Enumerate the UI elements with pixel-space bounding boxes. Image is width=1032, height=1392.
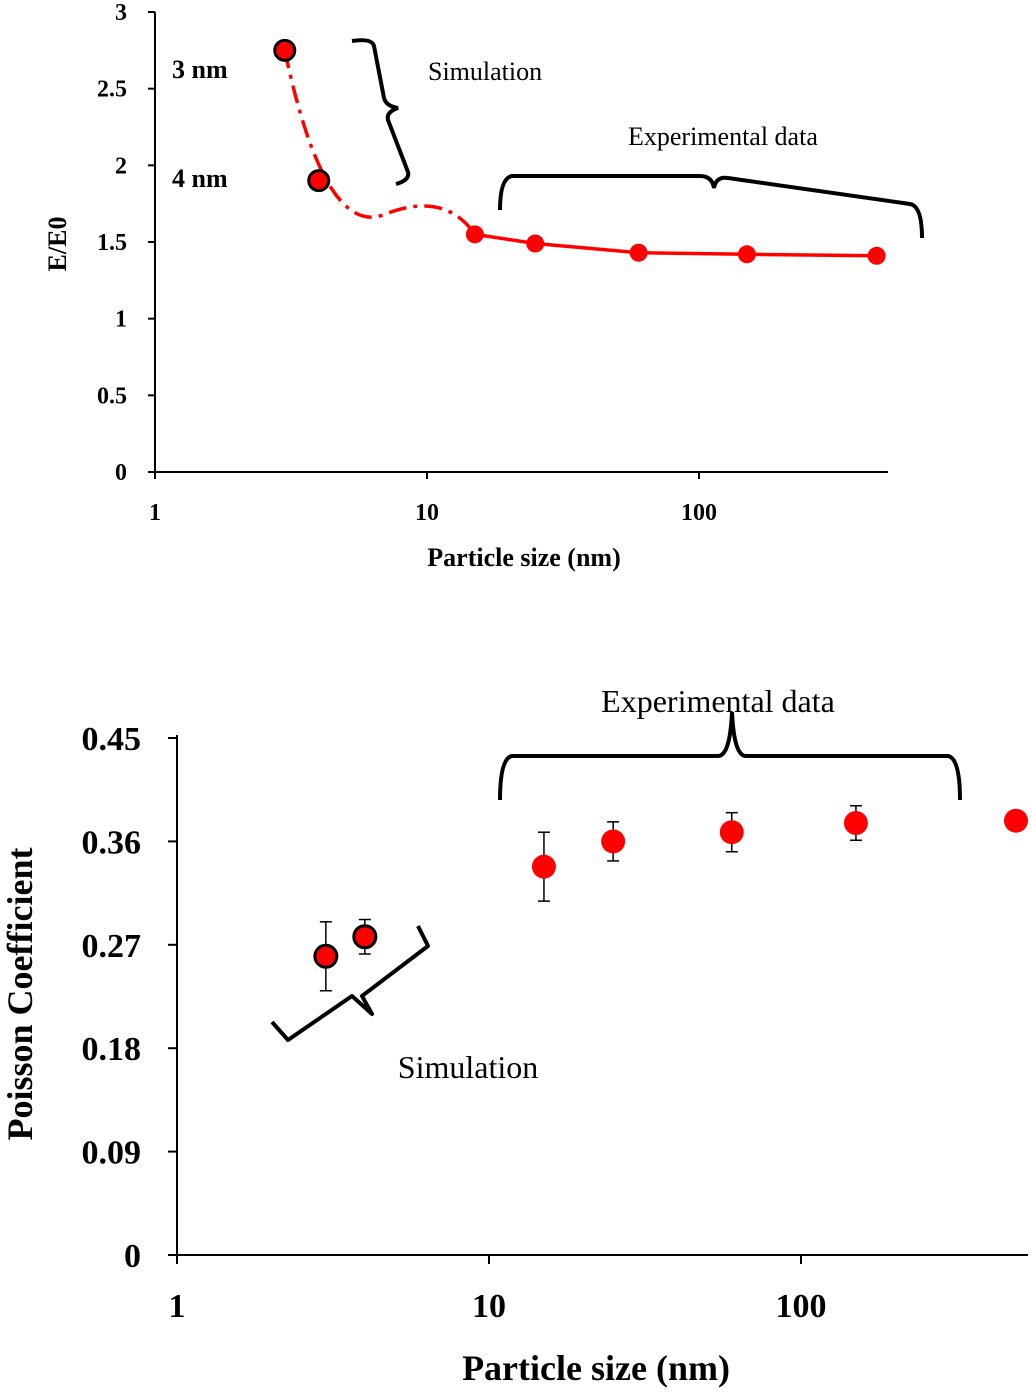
c2-y-tick-label: 0.27 xyxy=(82,928,142,965)
c2-y-tick-label: 0 xyxy=(124,1238,141,1275)
c1-y-tick-label: 0 xyxy=(115,460,127,486)
c2-y-tick-label: 0.09 xyxy=(82,1135,142,1172)
c2-experimental-point xyxy=(1004,808,1028,833)
chart-1: 0 0.5 1 1.5 2 2.5 3 1 10 100 3 nm 4 nm Simulatio… xyxy=(43,0,924,572)
c1-y-tick-label: 3 xyxy=(115,0,127,26)
c1-y-tick-label: 1.5 xyxy=(97,230,127,256)
c2-y-axis-label: Poisson Coefficient xyxy=(0,848,40,1141)
c2-experimental-brace xyxy=(498,711,962,801)
c1-simulation-brace xyxy=(351,38,411,186)
c2-x-axis-label: Particle size (nm) xyxy=(462,1348,730,1388)
c2-y-tick-label: 0.36 xyxy=(82,824,142,861)
c2-simulation-brace xyxy=(270,925,430,1042)
c1-experimental-label: Experimental data xyxy=(628,122,818,151)
c1-simulation-label: Simulation xyxy=(428,57,542,86)
c1-experimental-point xyxy=(867,246,886,265)
c1-x-tick-label: 1 xyxy=(149,500,161,526)
c1-simulation-line xyxy=(283,49,477,236)
c2-x-tick-label: 1 xyxy=(169,1288,186,1325)
c2-y-tick-label: 0.45 xyxy=(82,721,142,758)
c1-x-tick-label: 10 xyxy=(415,500,439,526)
chart-2: 0 0.09 0.18 0.27 0.36 0.45 1 10 100 Experimenta… xyxy=(0,683,1028,1388)
c2-experimental-point xyxy=(531,854,556,879)
c1-y-tick-label: 1 xyxy=(115,307,127,333)
c2-x-tick-label: 100 xyxy=(776,1288,827,1325)
c1-experimental-point xyxy=(465,225,484,244)
c1-experimental-point xyxy=(737,245,756,264)
c1-x-tick-label: 100 xyxy=(681,500,717,526)
c2-y-tick-label: 0.18 xyxy=(82,1031,142,1068)
c2-simulation-label: Simulation xyxy=(398,1049,538,1085)
c2-x-tick-label: 10 xyxy=(472,1288,506,1325)
c2-experimental-point xyxy=(843,811,868,836)
c1-experimental-point xyxy=(526,234,545,253)
c1-simulation-point xyxy=(273,38,297,62)
c2-experimental-point xyxy=(601,829,626,854)
c2-experimental-label: Experimental data xyxy=(601,683,835,719)
c1-y-axis-label: E/E0 xyxy=(43,217,72,272)
c1-experimental-point xyxy=(629,243,648,262)
c1-label-4nm: 4 nm xyxy=(172,164,228,193)
c1-label-3nm: 3 nm xyxy=(172,55,228,84)
c2-experimental-point xyxy=(719,820,744,845)
c2-simulation-point xyxy=(352,924,378,950)
c2-simulation-point xyxy=(313,943,339,969)
c1-y-tick-label: 0.5 xyxy=(97,383,127,409)
c1-simulation-point xyxy=(307,169,331,193)
c1-x-axis-label: Particle size (nm) xyxy=(427,543,620,572)
c1-y-tick-label: 2.5 xyxy=(97,77,127,103)
c1-experimental-brace xyxy=(498,174,924,239)
c1-y-tick-label: 2 xyxy=(115,153,127,179)
